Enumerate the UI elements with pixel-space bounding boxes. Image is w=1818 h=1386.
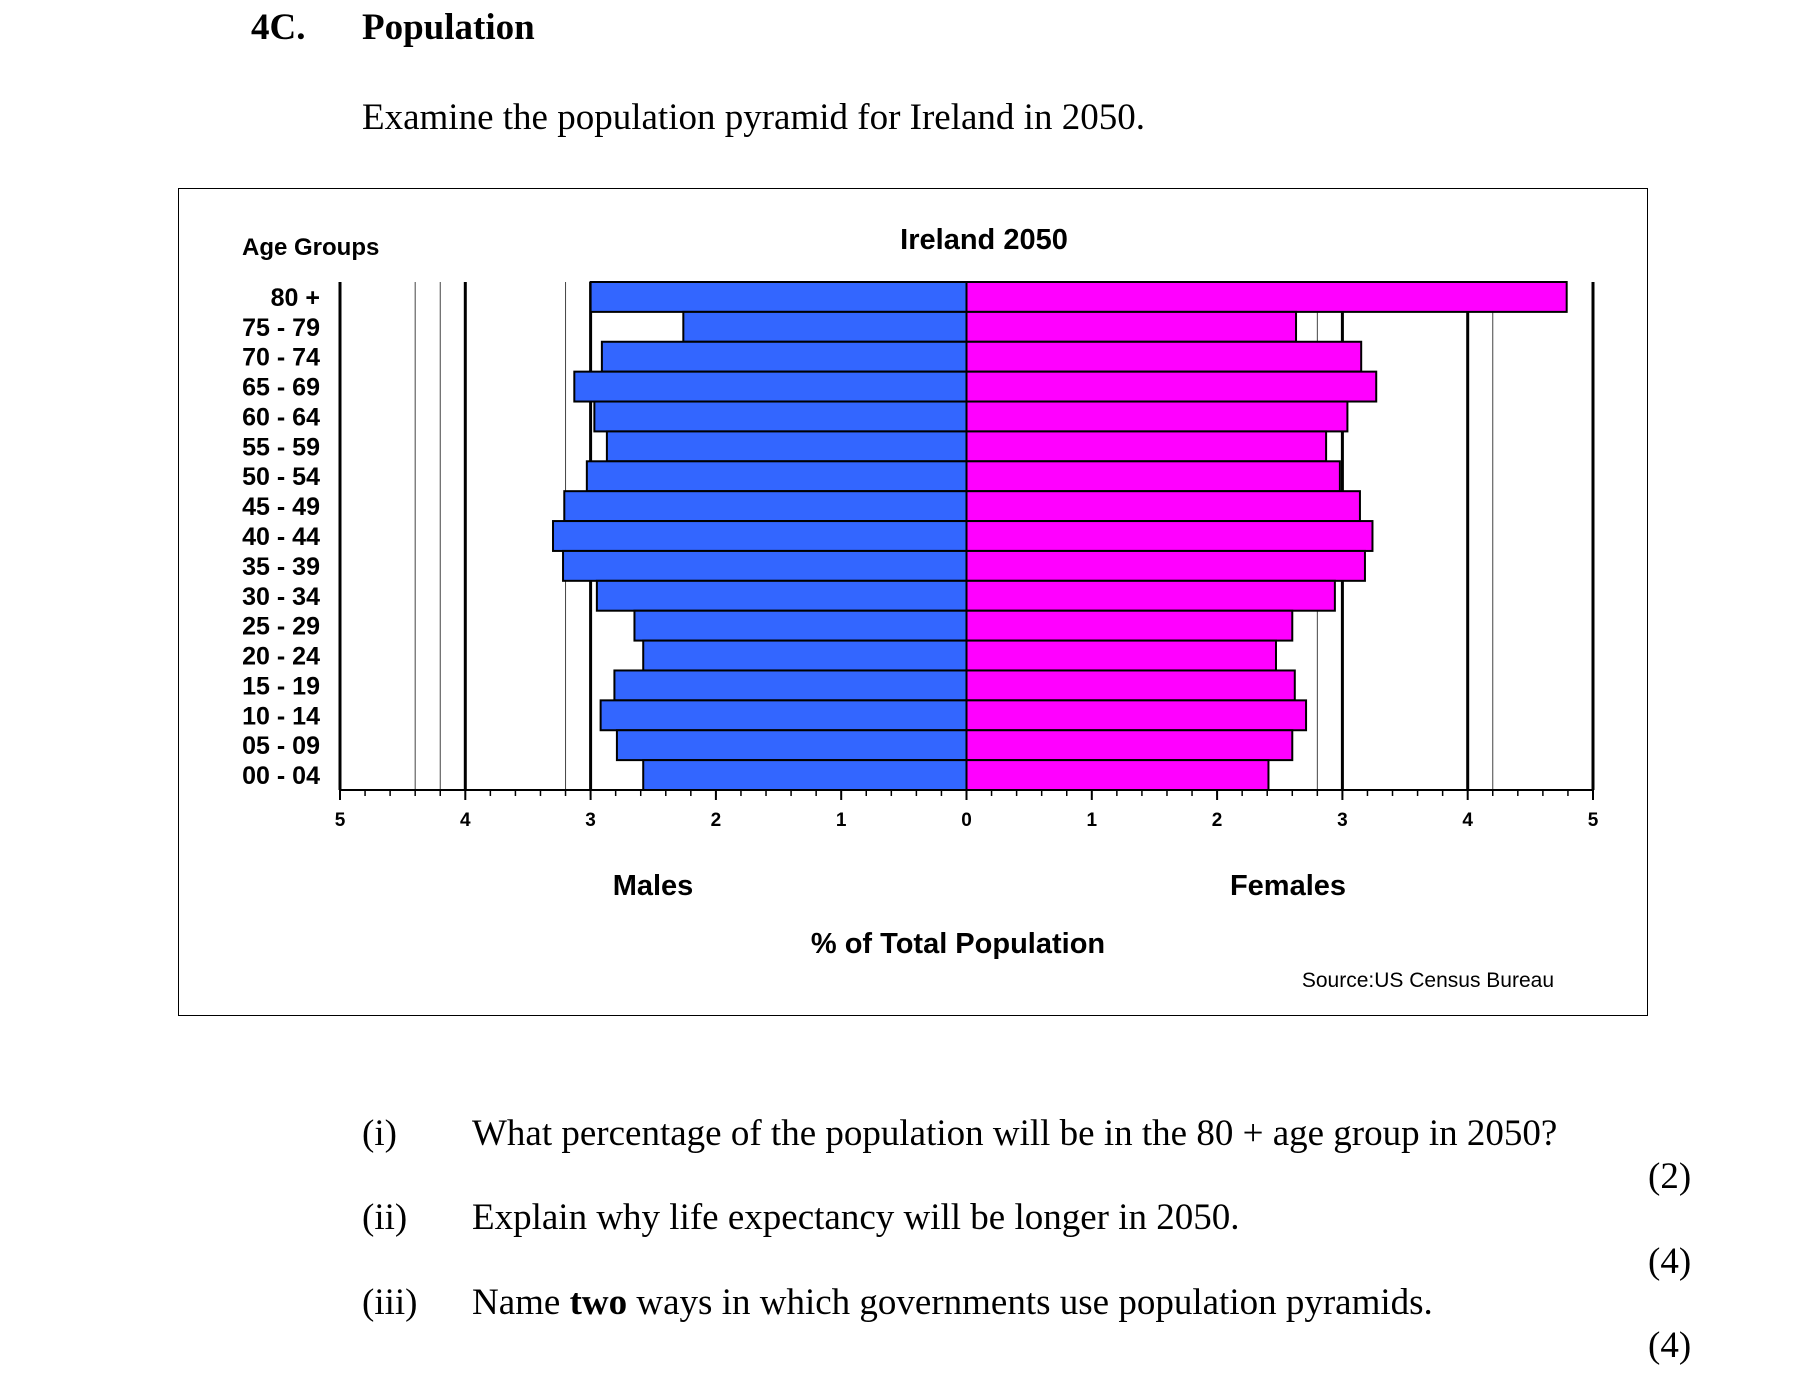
x-tick-label: 3: [585, 810, 596, 831]
question-iii-text-before: Name: [472, 1282, 570, 1323]
age-group-label: 65 - 69: [242, 374, 320, 402]
age-group-label: 30 - 34: [242, 583, 320, 611]
female-bar: [965, 639, 1277, 672]
age-group-label: 55 - 59: [242, 433, 320, 461]
age-group-label: 35 - 39: [242, 553, 320, 581]
x-axis-title: % of Total Population: [811, 928, 1105, 960]
age-group-label: 70 - 74: [242, 344, 320, 372]
question-ii-marks: (4): [1648, 1241, 1692, 1282]
female-bar: [965, 490, 1361, 523]
female-bar: [965, 699, 1308, 732]
question-title: Population: [362, 7, 535, 48]
female-bar: [965, 669, 1296, 702]
male-bar: [595, 579, 968, 612]
question-i-text: What percentage of the population will b…: [472, 1113, 1558, 1154]
x-tick-label: 4: [460, 810, 471, 831]
female-bar: [965, 759, 1270, 792]
y-axis-title: Age Groups: [242, 234, 379, 261]
male-bar: [563, 490, 968, 523]
male-bar: [552, 520, 968, 552]
chart-title: Ireland 2050: [900, 224, 1068, 256]
source-label: Source:US Census Bureau: [1302, 969, 1554, 992]
male-bar: [642, 759, 968, 792]
female-bar: [965, 340, 1363, 373]
question-instruction: Examine the population pyramid for Irela…: [362, 97, 1145, 138]
female-bar: [965, 400, 1349, 433]
age-group-label: 00 - 04: [242, 762, 320, 790]
age-group-label: 50 - 54: [242, 463, 320, 491]
age-group-label: 20 - 24: [242, 643, 320, 671]
x-tick-label: 5: [1588, 810, 1599, 831]
age-group-label: 75 - 79: [242, 314, 320, 342]
male-bar: [600, 340, 968, 373]
x-tick-label: 1: [836, 810, 847, 831]
male-bar: [642, 639, 968, 672]
chart-frame: [178, 188, 1648, 1016]
question-ii-number: (ii): [362, 1197, 408, 1238]
question-i-marks: (2): [1648, 1156, 1692, 1197]
age-group-label: 10 - 14: [242, 702, 320, 730]
female-bar: [965, 729, 1294, 762]
age-group-label: 40 - 44: [242, 523, 320, 551]
x-tick-label: 4: [1462, 810, 1473, 831]
female-bar: [965, 281, 1568, 313]
male-bar: [633, 609, 968, 642]
x-tick-label: 2: [711, 810, 722, 831]
question-i-number: (i): [362, 1113, 397, 1154]
x-tick-label: 3: [1337, 810, 1348, 831]
question-iii-marks: (4): [1648, 1325, 1692, 1366]
question-iii-text: Name two ways in which governments use p…: [472, 1281, 1433, 1324]
male-bar: [605, 430, 968, 463]
female-bar: [965, 549, 1366, 582]
male-bar: [615, 729, 968, 762]
male-bar: [573, 370, 968, 403]
male-bar: [682, 310, 968, 343]
female-bar: [965, 370, 1378, 403]
age-group-label: 80 +: [271, 284, 320, 312]
male-bar: [593, 400, 968, 433]
males-label: Males: [613, 870, 694, 902]
question-iii-number: (iii): [362, 1282, 418, 1323]
age-group-label: 05 - 09: [242, 732, 320, 760]
female-bar: [965, 310, 1298, 343]
female-bar: [965, 520, 1374, 552]
female-bar: [965, 430, 1328, 463]
female-bar: [965, 460, 1341, 493]
male-bar: [613, 669, 968, 702]
females-label: Females: [1230, 870, 1346, 902]
male-bar: [599, 699, 968, 732]
x-tick-label: 2: [1212, 810, 1223, 831]
x-tick-label: 0: [961, 810, 972, 831]
male-bar: [562, 549, 968, 582]
age-group-label: 15 - 19: [242, 672, 320, 700]
age-group-label: 25 - 29: [242, 613, 320, 641]
x-tick-label: 5: [335, 810, 346, 831]
question-number: 4C.: [251, 7, 306, 48]
question-iii-text-after: ways in which governments use population…: [627, 1282, 1433, 1323]
male-bar: [589, 281, 968, 313]
male-bar: [585, 460, 968, 493]
female-bar: [965, 579, 1336, 612]
female-bar: [965, 609, 1294, 642]
question-iii-text-bold: two: [569, 1282, 628, 1323]
x-tick-label: 1: [1087, 810, 1098, 831]
question-ii-text: Explain why life expectancy will be long…: [472, 1197, 1240, 1238]
age-group-label: 60 - 64: [242, 403, 320, 431]
population-pyramid-chart: Ireland 2050 Age Groups Males Females % …: [242, 224, 1599, 992]
age-group-label: 45 - 49: [242, 493, 320, 521]
